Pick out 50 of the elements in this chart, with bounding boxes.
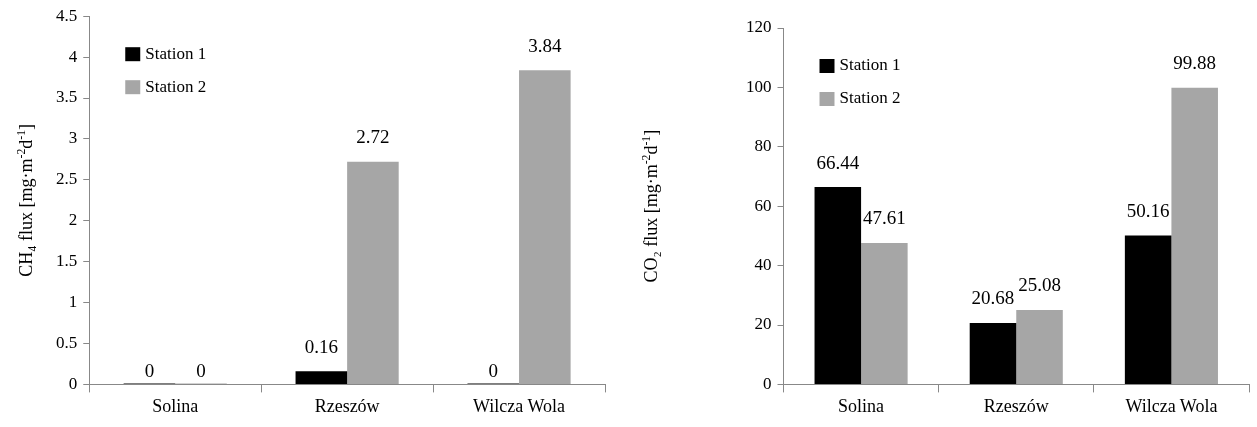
legend-label: Station 2 <box>145 76 207 96</box>
data-label: 0.16 <box>304 335 338 357</box>
y-tick-label: 3.5 <box>56 87 78 107</box>
data-label: 50.16 <box>1126 199 1170 221</box>
y-tick-label: 60 <box>754 195 772 215</box>
x-tick-label: Rzeszów <box>314 395 380 416</box>
bar <box>861 243 908 384</box>
data-label: 99.88 <box>1173 52 1217 74</box>
bar <box>295 371 348 384</box>
bar <box>347 161 399 384</box>
y-tick-label: 1 <box>68 292 78 312</box>
y-tick-label: 4 <box>68 46 78 66</box>
y-tick-label: 40 <box>754 255 772 275</box>
y-tick-label: 2 <box>68 210 78 230</box>
y-tick-label: 100 <box>746 76 772 96</box>
bar <box>1016 309 1063 384</box>
x-tick-label: Solina <box>838 395 885 416</box>
y-tick-label: 3 <box>68 128 78 148</box>
y-tick-label: 0 <box>763 373 772 393</box>
y-tick-label: 0.5 <box>56 332 78 352</box>
data-label: 0 <box>196 359 206 381</box>
y-tick-label: 20 <box>754 314 772 334</box>
x-tick-label: Wilcza Wola <box>1125 395 1218 416</box>
data-label: 47.61 <box>862 207 906 229</box>
data-label: 2.72 <box>356 126 390 148</box>
legend-label: Station 1 <box>839 55 901 75</box>
data-label: 66.44 <box>816 151 860 173</box>
legend-label: Station 1 <box>145 43 207 63</box>
data-label: 0 <box>488 359 498 381</box>
legend-label: Station 2 <box>839 88 901 108</box>
y-tick-label: 4.5 <box>56 5 78 25</box>
y-axis-title: CH₄ flux [mg·m-2d-1] <box>15 123 36 277</box>
y-tick-label: 120 <box>746 17 772 37</box>
bar <box>1124 235 1172 384</box>
y-tick-label: 2.5 <box>56 169 78 189</box>
y-axis-title: CO₂ flux [mg·m-2d-1] <box>640 129 661 283</box>
x-tick-label: Solina <box>152 395 199 416</box>
data-label: 20.68 <box>971 287 1015 309</box>
bar <box>519 70 571 384</box>
x-tick-label: Wilcza Wola <box>473 395 566 416</box>
x-tick-label: Rzeszów <box>983 395 1049 416</box>
y-tick-label: 80 <box>754 136 772 156</box>
data-label: 3.84 <box>528 34 562 56</box>
bar <box>1171 87 1218 384</box>
data-label: 0 <box>144 359 155 381</box>
bar <box>814 187 862 384</box>
data-label: 25.08 <box>1018 274 1061 296</box>
bar <box>969 322 1017 384</box>
y-tick-label: 1.5 <box>56 251 78 271</box>
y-tick-label: 0 <box>68 373 78 393</box>
